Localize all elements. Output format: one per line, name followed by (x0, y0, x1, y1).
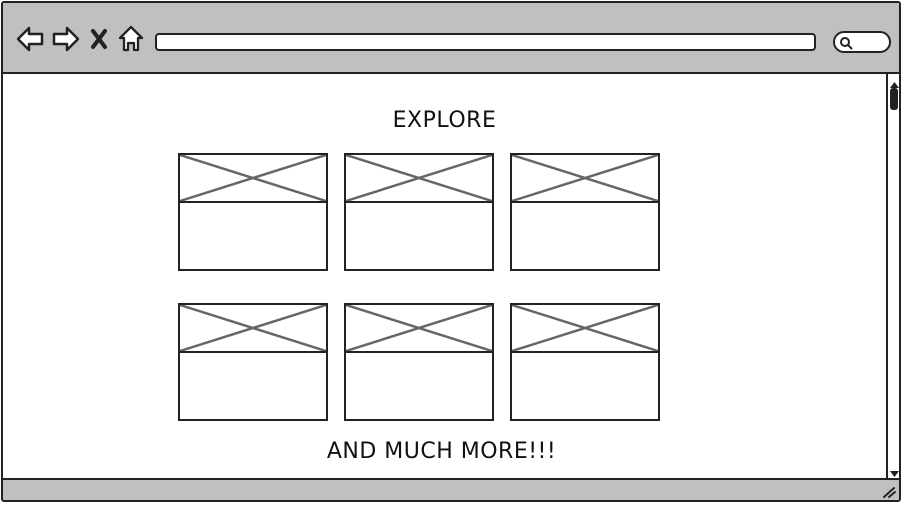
page-title: EXPLORE (392, 108, 497, 133)
address-bar[interactable] (155, 33, 816, 51)
home-icon[interactable] (117, 23, 145, 55)
image-placeholder (512, 305, 658, 353)
forward-arrow-icon[interactable] (51, 23, 81, 55)
browser-toolbar (3, 3, 899, 74)
explore-card[interactable] (178, 153, 328, 271)
image-placeholder (346, 305, 492, 353)
explore-card[interactable] (510, 303, 660, 421)
search-icon (840, 37, 853, 50)
image-placeholder (180, 305, 326, 353)
page-content: EXPLORE (3, 74, 886, 478)
explore-card[interactable] (344, 303, 494, 421)
explore-card[interactable] (344, 153, 494, 271)
resize-grip-icon[interactable] (881, 484, 897, 498)
scroll-up-arrow-icon[interactable] (889, 75, 899, 88)
scroll-thumb[interactable] (890, 88, 898, 110)
image-placeholder (346, 155, 492, 203)
explore-card[interactable] (510, 153, 660, 271)
explore-card[interactable] (178, 303, 328, 421)
footer-text: AND MUCH MORE!!! (326, 439, 557, 464)
image-placeholder (180, 155, 326, 203)
back-arrow-icon[interactable] (15, 23, 45, 55)
search-field[interactable] (833, 31, 891, 53)
image-placeholder (512, 155, 658, 203)
status-bar (3, 478, 899, 500)
close-icon[interactable] (89, 23, 109, 55)
scroll-down-arrow-icon[interactable] (889, 464, 899, 477)
vertical-scrollbar[interactable] (886, 74, 899, 478)
